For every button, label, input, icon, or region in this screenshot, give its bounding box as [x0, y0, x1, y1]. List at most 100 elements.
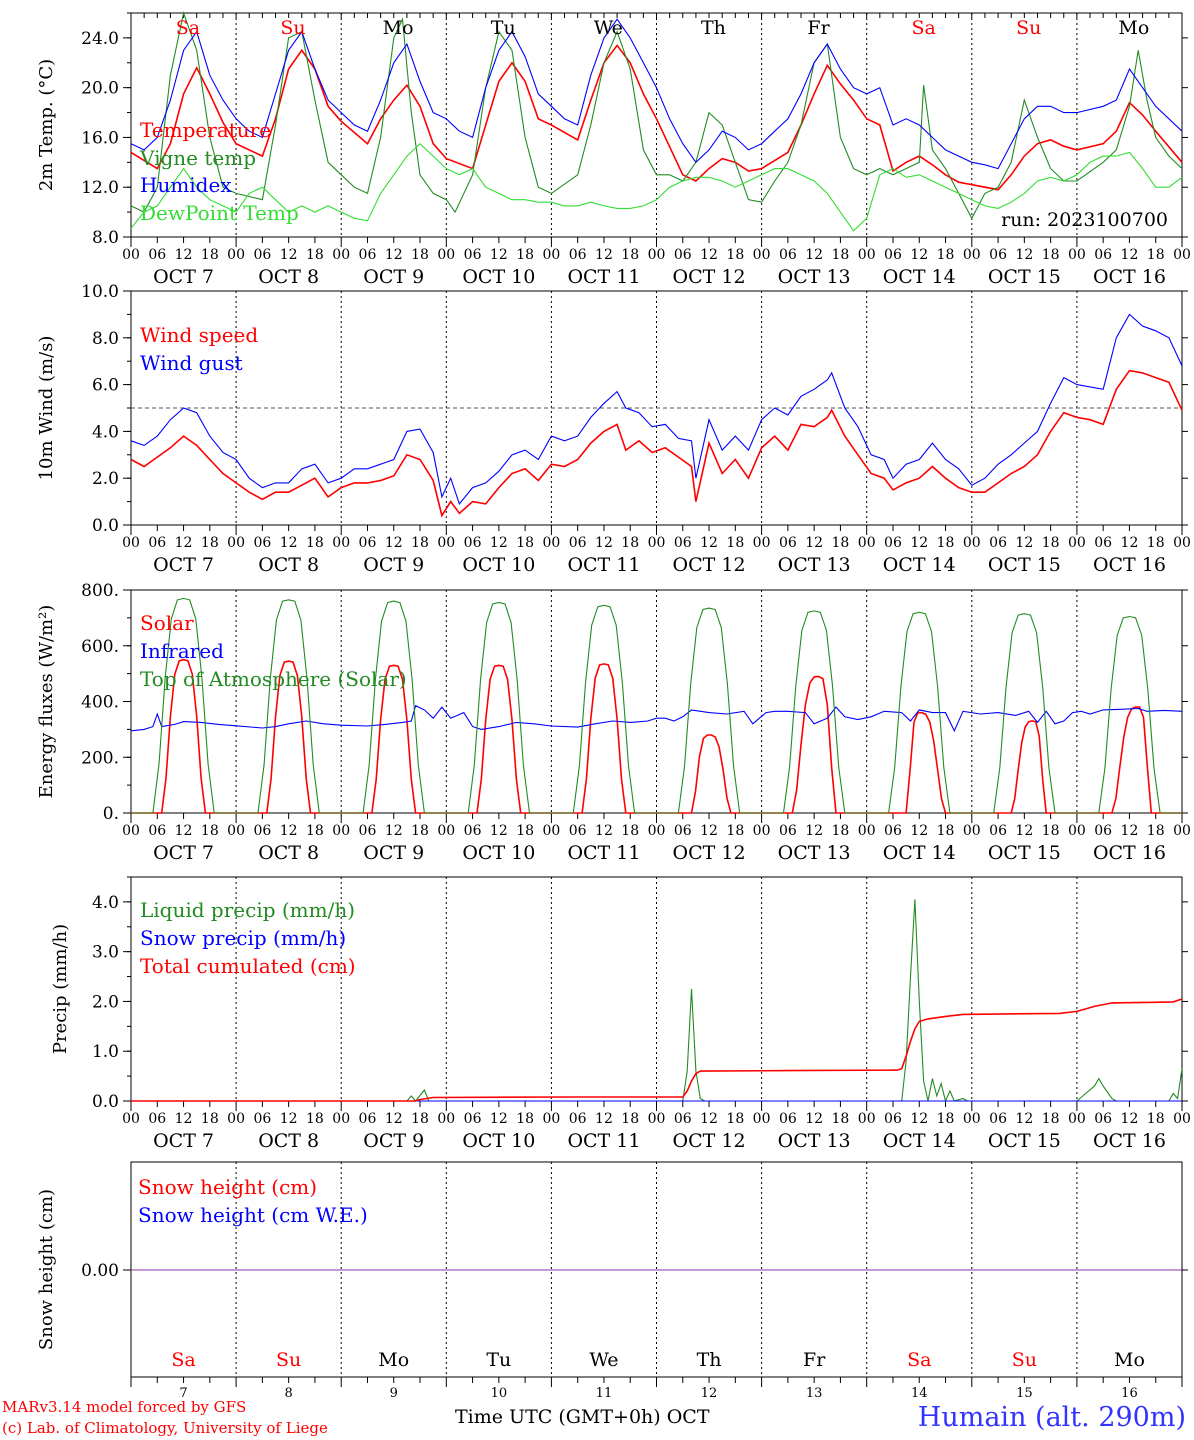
hour-tick-label: 00 [122, 535, 140, 551]
day-abbr-top: Su [1016, 17, 1041, 39]
date-label: OCT 13 [778, 842, 851, 864]
series-line-top-of-atmosphere-solar- [131, 597, 1182, 814]
y-tick-label: 0.00 [81, 1261, 119, 1281]
station-name: Humain (alt. 290m) [917, 1402, 1186, 1433]
date-label: OCT 10 [462, 554, 535, 576]
hour-tick-label: 06 [779, 535, 797, 551]
hour-tick-label: 18 [411, 535, 429, 551]
legend-infrared: Infrared [140, 639, 224, 663]
hour-tick-label: 12 [1121, 247, 1139, 263]
hour-tick-label: 06 [464, 535, 482, 551]
hour-tick-label: 00 [963, 823, 981, 839]
hour-tick-label: 18 [201, 823, 219, 839]
hour-tick-label: 00 [1173, 1111, 1191, 1127]
hour-tick-label: 00 [437, 823, 455, 839]
hour-tick-label: 06 [464, 823, 482, 839]
hour-tick-label: 00 [122, 823, 140, 839]
hour-tick-label: 12 [385, 823, 403, 839]
hour-tick-label: 18 [306, 823, 324, 839]
hour-tick-label: 12 [910, 535, 928, 551]
hour-tick-label: 12 [595, 823, 613, 839]
hour-tick-label: 00 [963, 247, 981, 263]
hour-tick-label: 12 [805, 1111, 823, 1127]
hour-tick-label: 12 [700, 823, 718, 839]
date-label: OCT 10 [462, 1130, 535, 1152]
legend-liquid-precip-mm-h-: Liquid precip (mm/h) [140, 898, 355, 922]
hour-tick-label: 00 [648, 1111, 666, 1127]
y-tick-label: 16.0 [81, 128, 119, 148]
hour-tick-label: 12 [1015, 823, 1033, 839]
date-label: OCT 9 [363, 266, 424, 288]
series-line-infrared [130, 704, 1183, 733]
date-label: OCT 12 [673, 554, 746, 576]
date-label: OCT 12 [673, 266, 746, 288]
hour-tick-label: 06 [779, 247, 797, 263]
hour-tick-label: 18 [832, 535, 850, 551]
hour-tick-label: 12 [700, 1111, 718, 1127]
hour-tick-label: 12 [1121, 1111, 1139, 1127]
hour-tick-label: 06 [1094, 1111, 1112, 1127]
day-abbr-bottom: Fr [803, 1349, 826, 1371]
date-label: OCT 11 [567, 266, 640, 288]
date-label: OCT 14 [883, 266, 956, 288]
y-tick-label: 3.0 [92, 943, 119, 963]
lab-credit: (c) Lab. of Climatology, University of L… [2, 1419, 328, 1437]
hour-tick-label: 06 [569, 247, 587, 263]
date-label: OCT 7 [153, 1130, 214, 1152]
hour-tick-label: 18 [937, 1111, 955, 1127]
hour-tick-label: 18 [516, 535, 534, 551]
day-number: 10 [491, 1386, 508, 1400]
hour-tick-label: 00 [648, 247, 666, 263]
hour-tick-label: 06 [884, 823, 902, 839]
hour-tick-label: 18 [832, 1111, 850, 1127]
y-tick-label: 8.0 [92, 228, 119, 248]
hour-tick-label: 18 [306, 1111, 324, 1127]
y-tick-label: 20.0 [81, 79, 119, 99]
hour-tick-label: 12 [595, 535, 613, 551]
hour-tick-label: 06 [989, 823, 1007, 839]
day-abbr-top: Mo [383, 17, 414, 39]
hour-tick-label: 18 [1147, 247, 1165, 263]
hour-tick-label: 12 [595, 1111, 613, 1127]
hour-tick-label: 06 [674, 247, 692, 263]
hour-tick-label: 06 [148, 247, 166, 263]
date-label: OCT 11 [567, 842, 640, 864]
series-line-total-cumulated-cm- [131, 998, 1183, 1102]
hour-tick-label: 00 [437, 247, 455, 263]
day-number: 15 [1016, 1386, 1033, 1400]
run-label: run: 2023100700 [1001, 209, 1168, 231]
hour-tick-label: 12 [805, 535, 823, 551]
hour-tick-label: 18 [726, 1111, 744, 1127]
y-tick-label: 4.0 [92, 893, 119, 913]
date-label: OCT 8 [258, 842, 319, 864]
date-label: OCT 13 [778, 1130, 851, 1152]
hour-tick-label: 18 [1147, 823, 1165, 839]
series-line-wind-speed [130, 369, 1183, 518]
date-label: OCT 16 [1093, 554, 1166, 576]
hour-tick-label: 06 [884, 535, 902, 551]
date-label: OCT 8 [258, 1130, 319, 1152]
date-label: OCT 14 [883, 1130, 956, 1152]
hour-tick-label: 12 [700, 247, 718, 263]
hour-tick-label: 12 [280, 535, 298, 551]
hour-tick-label: 18 [726, 823, 744, 839]
hour-tick-label: 06 [989, 247, 1007, 263]
hour-tick-label: 06 [884, 1111, 902, 1127]
hour-tick-label: 00 [1068, 1111, 1086, 1127]
date-label: OCT 15 [988, 1130, 1061, 1152]
hour-tick-label: 12 [175, 1111, 193, 1127]
day-number: 16 [1121, 1386, 1138, 1400]
hour-tick-label: 00 [753, 247, 771, 263]
y-tick-label: 10.0 [81, 282, 119, 302]
hour-tick-label: 18 [516, 823, 534, 839]
hour-tick-label: 00 [542, 1111, 560, 1127]
day-number: 7 [179, 1386, 187, 1400]
hour-tick-label: 12 [490, 1111, 508, 1127]
time-axis-label: Time UTC (GMT+0h) OCT [455, 1406, 710, 1428]
legend-dewpoint-temp: DewPoint Temp [140, 201, 299, 225]
date-label: OCT 14 [883, 842, 956, 864]
hour-tick-label: 12 [1121, 823, 1139, 839]
hour-tick-label: 00 [227, 1111, 245, 1127]
series-line-temperature [130, 44, 1183, 191]
hour-tick-label: 06 [674, 1111, 692, 1127]
